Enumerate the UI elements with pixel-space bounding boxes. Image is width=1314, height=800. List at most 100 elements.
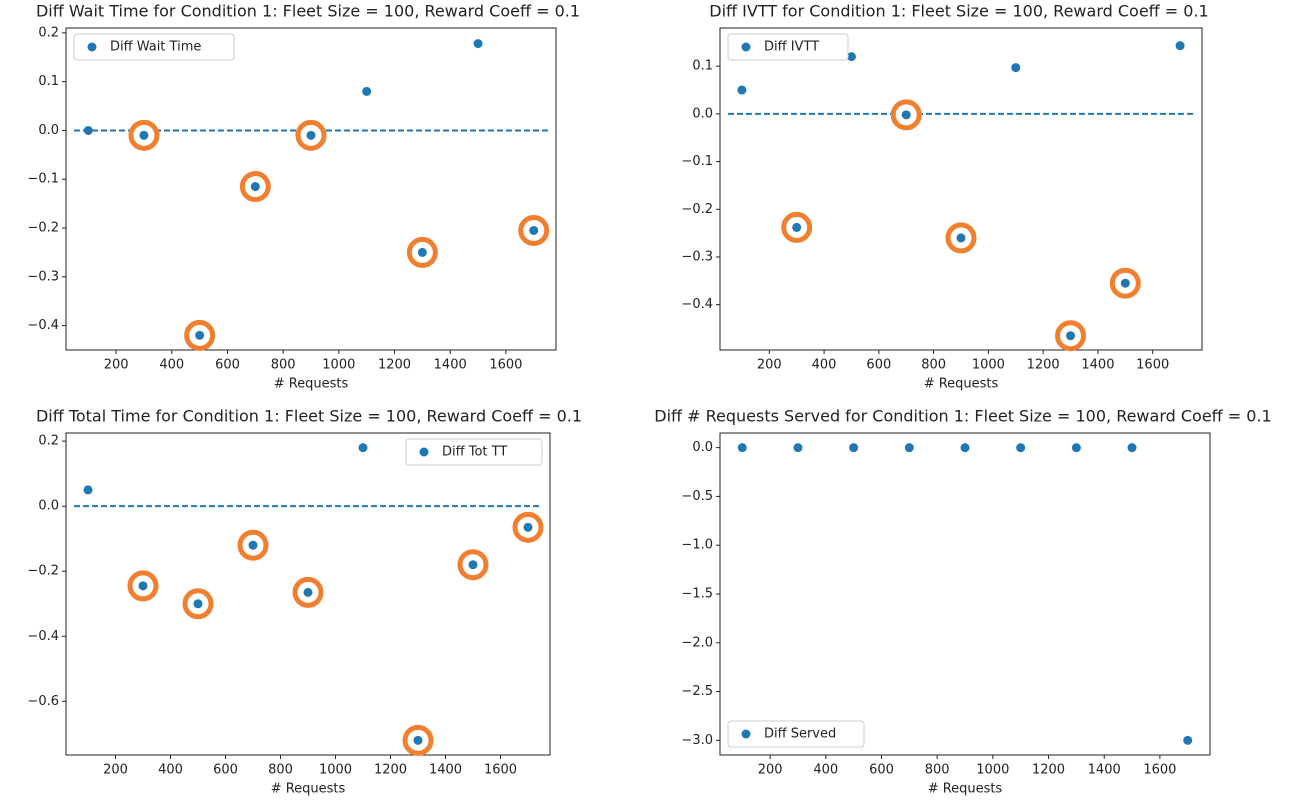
x-tick-label: 1600 [489,358,522,373]
point [417,247,427,257]
x-tick-label: 1600 [484,763,517,778]
x-tick-label: 1400 [429,763,462,778]
x-tick-label: 1000 [319,763,352,778]
chart-title: Diff IVTT for Condition 1: Fleet Size = … [709,2,1208,21]
x-tick-label: 1600 [1136,358,1169,373]
y-tick-label: −0.2 [27,221,59,236]
legend-box [727,720,865,748]
x-axis-label: # Requests [928,782,1003,797]
x-tick-label: 800 [268,763,293,778]
y-tick-label: −2.5 [681,684,713,699]
point [792,222,802,232]
x-tick-label: 400 [813,763,838,778]
point [849,443,859,453]
y-tick-label: −0.3 [681,249,713,264]
point [473,39,483,49]
y-tick-label: −0.4 [27,318,59,333]
y-tick-label: −2.0 [681,635,713,650]
chart-title: Diff Wait Time for Condition 1: Fleet Si… [36,2,580,21]
point [1066,331,1076,341]
plot-frame [719,27,1203,351]
plot-frame [65,432,551,756]
point [956,233,966,243]
legend-label: Diff IVTT [764,40,819,55]
point [1183,735,1193,745]
point [523,522,533,532]
y-tick-label: −3.0 [681,733,713,748]
y-tick-label: −1.0 [681,538,713,553]
point [846,52,856,62]
point [960,443,970,453]
x-tick-label: 400 [158,763,183,778]
y-tick-label: −0.4 [681,297,713,312]
x-tick-label: 1200 [374,763,407,778]
point [737,443,747,453]
y-tick-label: 0.1 [692,59,713,74]
x-tick-label: 1200 [1027,358,1060,373]
y-tick-label: −0.4 [27,629,59,644]
legend-box [405,438,543,466]
point [1175,41,1185,51]
y-tick-label: −1.5 [681,587,713,602]
point [358,443,368,453]
chart-title: Diff # Requests Served for Condition 1: … [654,407,1271,426]
x-tick-label: 1400 [1088,763,1121,778]
x-tick-label: 1600 [1143,763,1176,778]
legend-marker [419,447,429,457]
legend-box [73,33,235,61]
x-tick-label: 600 [213,763,238,778]
x-tick-label: 400 [159,358,184,373]
point [1016,443,1026,453]
point [193,599,203,609]
x-tick-label: 600 [866,358,891,373]
legend-marker [741,729,751,739]
x-axis-label: # Requests [924,377,999,392]
point [139,130,149,140]
x-tick-label: 1200 [378,358,411,373]
x-tick-label: 1000 [972,358,1005,373]
legend-box [727,33,849,61]
point [737,85,747,95]
chart-title: Diff Total Time for Condition 1: Fleet S… [36,407,582,426]
legend-label: Diff Served [764,727,836,742]
point [362,86,372,96]
x-tick-label: 400 [812,358,837,373]
y-tick-label: 0.0 [692,106,713,121]
x-tick-label: 800 [921,358,946,373]
x-tick-label: 1000 [322,358,355,373]
x-tick-label: 200 [103,763,128,778]
point [468,560,478,570]
point [793,443,803,453]
legend-marker [741,42,751,52]
point [83,485,93,495]
plot-frame [65,27,557,351]
y-tick-label: 0.1 [38,74,59,89]
point [1071,443,1081,453]
point [83,125,93,135]
x-tick-label: 1000 [976,763,1009,778]
point [1011,63,1021,73]
point [413,735,423,745]
point [1120,278,1130,288]
x-axis-label: # Requests [271,782,346,797]
x-tick-label: 200 [104,358,129,373]
plot-frame [719,432,1211,756]
y-tick-label: −0.3 [27,269,59,284]
y-tick-label: 0.2 [38,25,59,40]
x-axis-label: # Requests [274,377,349,392]
y-tick-label: −0.2 [681,202,713,217]
point [1127,443,1137,453]
x-tick-label: 1400 [1081,358,1114,373]
point [904,443,914,453]
y-tick-label: −0.5 [681,489,713,504]
legend-label: Diff Tot TT [442,445,507,460]
y-tick-label: 0.0 [38,499,59,514]
point [901,110,911,120]
point [529,225,539,235]
y-tick-label: −0.2 [27,564,59,579]
point [195,330,205,340]
x-tick-label: 600 [869,763,894,778]
point [138,581,148,591]
legend-marker [87,42,97,52]
